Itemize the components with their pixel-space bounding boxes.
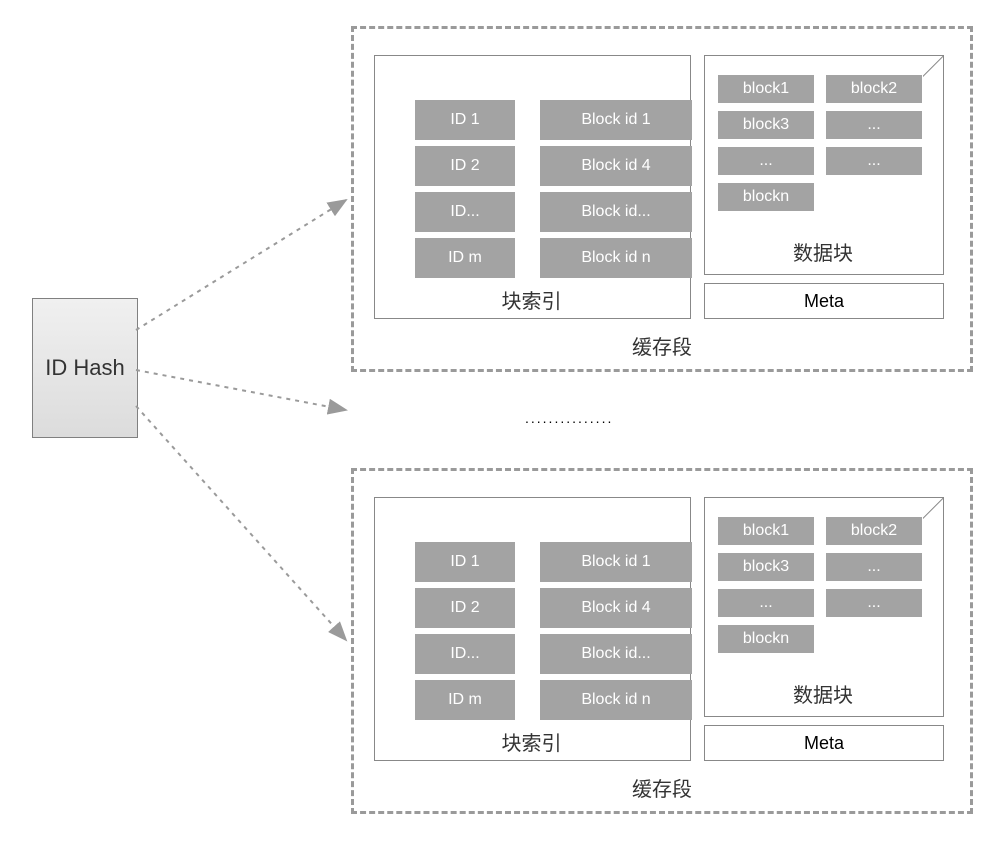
- arrow: [136, 406, 346, 640]
- cache-segment-label: 缓存段: [354, 331, 970, 360]
- id-cell: ID 1: [415, 100, 515, 140]
- cache-segment-label: 缓存段: [354, 773, 970, 802]
- block-index-label: 块索引: [374, 285, 689, 314]
- blockid-cell: Block id 1: [540, 542, 692, 582]
- meta-box: Meta: [704, 283, 944, 319]
- data-block-cell: ...: [825, 588, 923, 618]
- data-block-cell: blockn: [717, 624, 815, 654]
- arrow: [136, 200, 346, 330]
- data-block-cell: block1: [717, 74, 815, 104]
- cache-segment: ID 1 ID 2 ID... ID m Block id 1 Block id 4 Blo…: [351, 468, 973, 814]
- meta-box: Meta: [704, 725, 944, 761]
- data-block-cell: block3: [717, 552, 815, 582]
- block-index-box: ID 1 ID 2 ID... ID m Block id 1 Block id 4 Blo…: [374, 497, 691, 761]
- block-index-label: 块索引: [374, 727, 689, 756]
- id-cell: ID 2: [415, 588, 515, 628]
- data-block-cell: ...: [825, 552, 923, 582]
- meta-label: Meta: [804, 291, 844, 312]
- blockid-cell: Block id 4: [540, 146, 692, 186]
- data-block-label: 数据块: [704, 237, 942, 266]
- blockid-cell: Block id...: [540, 634, 692, 674]
- blockid-cell: Block id...: [540, 192, 692, 232]
- blockid-cell: Block id 1: [540, 100, 692, 140]
- id-cell: ID m: [415, 680, 515, 720]
- id-cell: ID 2: [415, 146, 515, 186]
- id-hash-box: ID Hash: [32, 298, 138, 438]
- data-block-cell: ...: [825, 146, 923, 176]
- ellipsis-dots: ...............: [525, 410, 613, 426]
- id-cell: ID...: [415, 192, 515, 232]
- arrow: [136, 370, 346, 410]
- data-block-cell: ...: [717, 146, 815, 176]
- id-cell: ID m: [415, 238, 515, 278]
- data-block-label: 数据块: [704, 679, 942, 708]
- cache-segment: ID 1 ID 2 ID... ID m Block id 1 Block id 4 Blo…: [351, 26, 973, 372]
- meta-label: Meta: [804, 733, 844, 754]
- data-block-cell: blockn: [717, 182, 815, 212]
- data-block-cell: block2: [825, 74, 923, 104]
- data-block-cell: ...: [825, 110, 923, 140]
- blockid-cell: Block id 4: [540, 588, 692, 628]
- block-index-box: ID 1 ID 2 ID... ID m Block id 1 Block id 4 Blo…: [374, 55, 691, 319]
- data-block-cell: block3: [717, 110, 815, 140]
- data-block-cell: block2: [825, 516, 923, 546]
- blockid-cell: Block id n: [540, 680, 692, 720]
- id-cell: ID...: [415, 634, 515, 674]
- data-block-cell: ...: [717, 588, 815, 618]
- blockid-cell: Block id n: [540, 238, 692, 278]
- data-block-cell: block1: [717, 516, 815, 546]
- id-hash-label: ID Hash: [45, 355, 124, 381]
- id-cell: ID 1: [415, 542, 515, 582]
